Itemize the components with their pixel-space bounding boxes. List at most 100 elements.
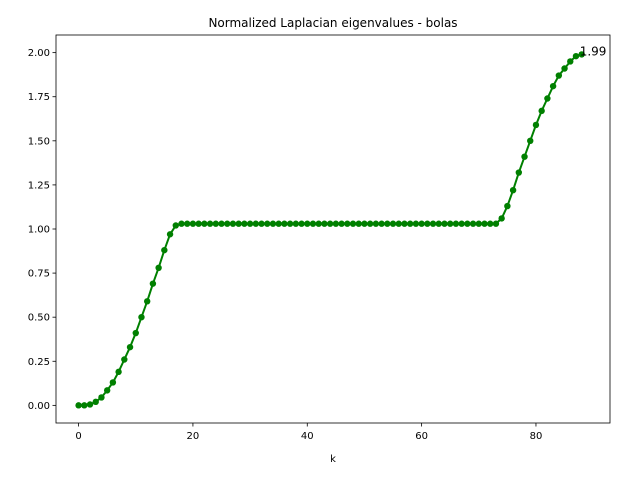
data-point-53 [378,220,385,227]
data-point-40 [304,220,311,227]
x-tick-label: 60 [415,431,428,442]
data-point-87 [572,52,580,60]
y-tick-label: 2.00 [28,48,50,59]
data-point-21 [195,220,202,227]
data-point-81 [538,107,545,115]
data-point-67 [458,220,465,227]
data-point-83 [549,82,557,90]
data-point-22 [201,220,208,227]
data-point-38 [292,220,300,227]
data-point-45 [332,220,340,227]
data-point-79 [527,137,534,145]
data-point-37 [286,220,294,227]
data-point-15 [161,246,168,254]
y-tick-label: 0.50 [28,313,50,324]
data-point-0 [75,402,82,409]
data-point-42 [315,220,322,227]
data-point-70 [475,220,482,227]
data-point-13 [149,280,157,287]
annotation-label-0: 1.99 [580,44,607,58]
data-point-59 [412,220,420,227]
data-point-69 [469,220,477,227]
data-point-43 [321,220,328,227]
data-point-33 [264,220,271,227]
x-tick-label: 20 [187,431,200,442]
data-point-29 [241,220,248,227]
data-point-73 [492,220,500,227]
data-point-28 [235,220,242,227]
x-tick-label: 80 [530,431,543,442]
data-point-78 [521,153,528,160]
data-point-57 [401,220,408,227]
data-point-49 [355,220,362,227]
data-point-39 [298,220,305,227]
data-point-46 [338,220,345,227]
data-point-27 [229,220,237,227]
data-point-56 [395,220,402,227]
y-tick-label: 1.25 [28,180,50,191]
data-point-77 [515,169,523,176]
data-point-41 [309,220,317,227]
data-point-11 [138,313,145,321]
data-point-72 [487,220,494,227]
data-point-55 [389,220,397,227]
data-point-74 [498,215,505,222]
x-tick-label: 40 [301,431,314,442]
chart-title: Normalized Laplacian eigenvalues - bolas [208,16,457,30]
data-point-18 [178,220,185,227]
data-point-17 [172,222,179,229]
data-point-52 [372,220,380,227]
data-point-51 [366,220,374,227]
data-point-60 [418,220,425,227]
axes: 0 20 40 60 80 0.00 0.25 0.50 0.75 1.00 1.25 1.50 1.7… [28,34,611,442]
data-point-54 [384,220,391,227]
data-point-3 [92,398,99,406]
data-point-4 [98,394,105,401]
data-point-7 [115,368,122,376]
data-point-62 [429,220,437,227]
data-point-31 [252,220,260,227]
x-axis-label: k [330,454,336,465]
data-point-65 [447,220,454,227]
data-point-61 [424,220,431,227]
y-tick-label: 1.00 [28,225,50,236]
data-point-2 [86,401,94,408]
data-point-66 [452,220,460,227]
data-point-47 [344,220,351,227]
data-point-50 [361,220,368,227]
data-point-24 [212,220,219,227]
data-point-84 [555,72,563,79]
data-point-58 [406,220,414,227]
data-point-75 [504,202,511,210]
data-point-26 [224,220,231,227]
data-point-63 [435,220,442,227]
data-point-32 [258,220,265,227]
data-point-34 [269,220,277,227]
data-point-86 [567,58,574,65]
data-point-16 [166,231,174,238]
data-point-8 [121,356,128,363]
data-point-68 [464,220,471,227]
data-point-20 [189,220,197,227]
data-point-71 [481,220,488,227]
data-point-64 [441,220,448,227]
data-point-6 [109,379,117,386]
data-point-44 [326,220,334,227]
data-point-5 [103,387,111,394]
data-point-12 [143,298,151,305]
data-point-80 [532,121,540,129]
plot-area: 1.99 [75,44,607,409]
data-point-30 [246,220,254,227]
data-point-85 [561,65,568,72]
x-tick-label: 0 [75,431,81,442]
data-point-36 [281,220,288,227]
y-tick-label: 0.00 [28,401,50,412]
axes-frame [55,34,611,424]
data-point-35 [275,220,282,227]
y-tick-label: 0.25 [28,357,50,368]
data-point-1 [81,402,88,409]
data-point-82 [544,95,551,102]
y-tick-label: 0.75 [28,269,50,280]
data-point-76 [509,187,517,194]
data-point-88 [578,51,585,58]
